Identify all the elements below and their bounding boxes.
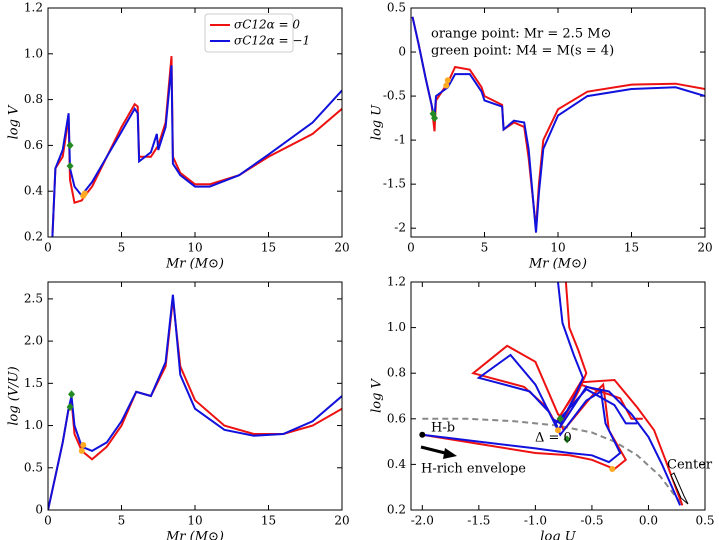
marker	[444, 77, 451, 84]
y-tick-label: 0.2	[387, 503, 406, 517]
y-tick-label: -1.5	[383, 177, 406, 191]
x-tick-label: 15	[261, 241, 276, 255]
marker	[556, 414, 564, 423]
marker	[66, 162, 74, 171]
x-tick-label: 10	[550, 241, 565, 255]
x-tick-label: 15	[624, 241, 639, 255]
marker	[419, 431, 426, 438]
annotation: orange point: Mr = 2.5 M⊙	[431, 27, 611, 42]
marker	[81, 190, 88, 197]
legend-box	[204, 13, 294, 53]
marker	[66, 141, 74, 150]
y-tick-label: 1.5	[24, 376, 43, 390]
series-line	[51, 56, 342, 237]
plot-frame	[47, 7, 343, 238]
y-tick-label: 1.2	[387, 275, 406, 289]
y-tick-label: -2	[394, 221, 406, 235]
y-tick-label: 0.6	[24, 138, 43, 152]
x-tick-label: -1.0	[524, 514, 547, 528]
y-tick-label: 1.0	[24, 418, 43, 432]
y-tick-label: 0	[35, 503, 43, 517]
plot-frame	[410, 281, 706, 511]
x-tick-label: 0.0	[639, 514, 658, 528]
arrow-head	[443, 448, 457, 459]
x-tick-label: 5	[481, 241, 489, 255]
y-tick-label: 0.8	[24, 92, 43, 106]
x-tick-label: 0	[44, 241, 52, 255]
marker	[555, 427, 561, 434]
y-tick-label: 0.8	[387, 366, 406, 380]
x-tick-label: -2.0	[411, 514, 434, 528]
plot-frame	[47, 281, 343, 511]
x-tick-label: 20	[334, 514, 349, 528]
marker	[80, 441, 87, 448]
x-tick-label: 0	[44, 514, 52, 528]
legend-label: σC12α = 0	[234, 18, 300, 32]
reference-line	[422, 417, 684, 507]
y-tick-label: 2.5	[24, 291, 43, 305]
center-arrow	[670, 472, 689, 505]
y-axis-label: log (V/U)	[7, 366, 22, 425]
panel: 0 5 10 15 20 -2 -1.5 -1 -0.5 0 0.5 Mr (M⊙) log U oran…	[370, 1, 713, 272]
marker	[563, 435, 571, 444]
y-tick-label: 0	[398, 45, 406, 59]
x-tick-label: 5	[118, 241, 126, 255]
panel: 0 5 10 15 20 0 0.5 1.0 1.5 2.0 2.5 Mr (M⊙) log (V/U)	[7, 281, 350, 540]
y-axis-label: log U	[370, 104, 385, 140]
x-tick-label: 10	[187, 514, 202, 528]
y-tick-label: -0.5	[383, 89, 406, 103]
x-tick-label: 0	[407, 241, 415, 255]
x-tick-label: 0.5	[695, 514, 714, 528]
y-axis-label: log V	[370, 377, 385, 412]
y-tick-label: 1.0	[387, 320, 406, 334]
y-tick-label: 1.2	[24, 1, 43, 15]
x-tick-label: 20	[334, 241, 349, 255]
annotation: green point: M4 = M(s = 4)	[431, 44, 614, 59]
y-tick-label: 2.0	[24, 334, 43, 348]
x-axis-label: Mr (M⊙)	[165, 257, 224, 272]
x-tick-label: -1.5	[467, 514, 490, 528]
x-tick-label: 20	[697, 241, 712, 255]
x-tick-label: -0.5	[580, 514, 603, 528]
panel: -2.0 -1.5 -1.0 -0.5 0.0 0.5 0.2 0.4 0.6 0.8 1.0 1.2…	[370, 275, 715, 540]
series-line	[422, 282, 682, 506]
y-tick-label: -1	[394, 133, 406, 147]
y-tick-label: 0.5	[24, 460, 43, 474]
x-axis-label: Mr (M⊙)	[165, 530, 224, 540]
annotation: Δ = 0	[535, 431, 572, 446]
marker	[609, 465, 616, 472]
y-tick-label: 0.4	[387, 457, 406, 471]
y-tick-label: 0.2	[24, 230, 43, 244]
marker	[66, 402, 74, 411]
series-line	[48, 294, 342, 510]
y-tick-label: 0.4	[24, 184, 43, 198]
y-axis-label: log V	[7, 104, 22, 139]
panel: 0 5 10 15 20 0.2 0.4 0.6 0.8 1.0 1.2 Mr (M⊙) log V σC…	[7, 1, 350, 272]
series-line	[48, 298, 342, 510]
x-axis-label: Mr (M⊙)	[528, 257, 587, 272]
marker	[78, 447, 85, 454]
x-tick-label: 15	[261, 514, 276, 528]
series-line	[51, 65, 342, 237]
plot-frame	[410, 7, 706, 238]
y-tick-label: 0.6	[387, 411, 406, 425]
annotation: H-b	[431, 421, 455, 436]
legend-label: σC12α = −1	[234, 34, 310, 48]
annotation: Center	[667, 458, 713, 473]
marker	[68, 390, 76, 399]
x-tick-label: 10	[187, 241, 202, 255]
x-axis-label: log U	[540, 530, 576, 540]
annotation: H-rich envelope	[421, 462, 526, 477]
marker	[431, 114, 439, 123]
x-tick-label: 5	[118, 514, 126, 528]
y-tick-label: 0.5	[387, 1, 406, 15]
y-tick-label: 1.0	[24, 46, 43, 60]
marker	[443, 82, 450, 89]
